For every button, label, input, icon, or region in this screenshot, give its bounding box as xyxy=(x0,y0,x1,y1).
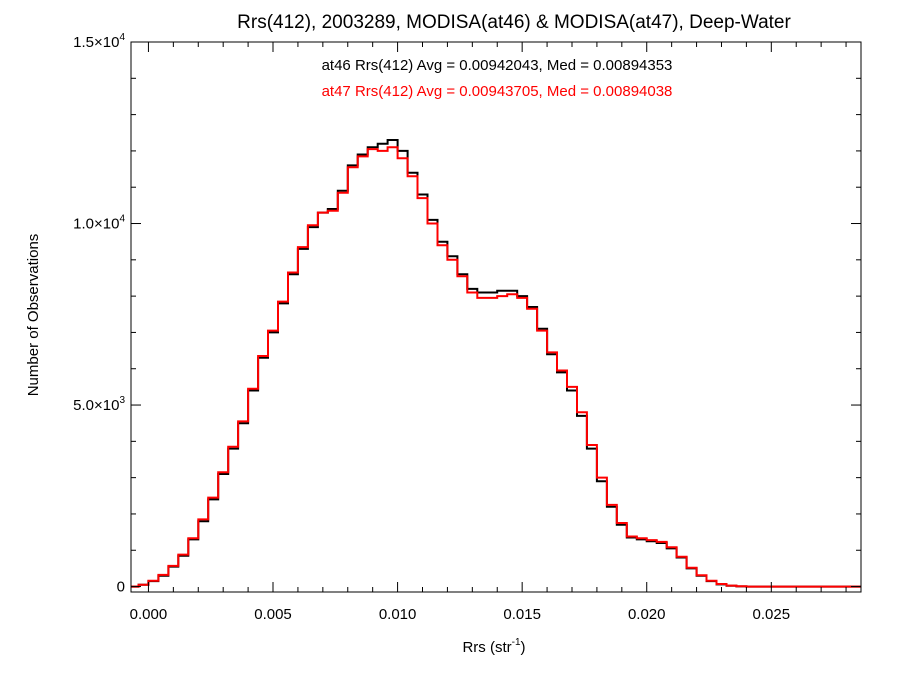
y-tick-label: 1.5×104 xyxy=(73,32,125,51)
y-axis-label: Number of Observations xyxy=(25,234,42,397)
x-tick-label: 0.000 xyxy=(130,606,168,623)
x-axis: 0.000 0.005 0.010 0.015 0.020 0.025 xyxy=(130,42,847,623)
y-tick-label: 0 xyxy=(117,579,125,596)
x-tick-label: 0.020 xyxy=(628,606,666,623)
series-line-at46 xyxy=(131,139,861,588)
series-line-at47 xyxy=(131,146,861,588)
plot-frame xyxy=(130,41,862,593)
y-tick-label: 1.0×104 xyxy=(73,214,125,233)
x-tick-label: 0.025 xyxy=(753,606,791,623)
annotation-at46: at46 Rrs(412) Avg = 0.00942043, Med = 0.… xyxy=(322,57,673,74)
y-axis: 0 5.0×103 1.0×104 1.5×104 xyxy=(73,32,861,596)
x-axis-label: Rrs (str-1) xyxy=(462,637,525,656)
plot-area xyxy=(131,139,861,588)
x-tick-label: 0.015 xyxy=(503,606,541,623)
x-tick-label: 0.010 xyxy=(379,606,417,623)
y-tick-label: 5.0×103 xyxy=(73,395,125,414)
chart-title: Rrs(412), 2003289, MODISA(at46) & MODISA… xyxy=(237,12,791,33)
annotations: at46 Rrs(412) Avg = 0.00942043, Med = 0.… xyxy=(322,57,673,100)
annotation-at47: at47 Rrs(412) Avg = 0.00943705, Med = 0.… xyxy=(322,83,673,100)
x-tick-label: 0.005 xyxy=(254,606,292,623)
